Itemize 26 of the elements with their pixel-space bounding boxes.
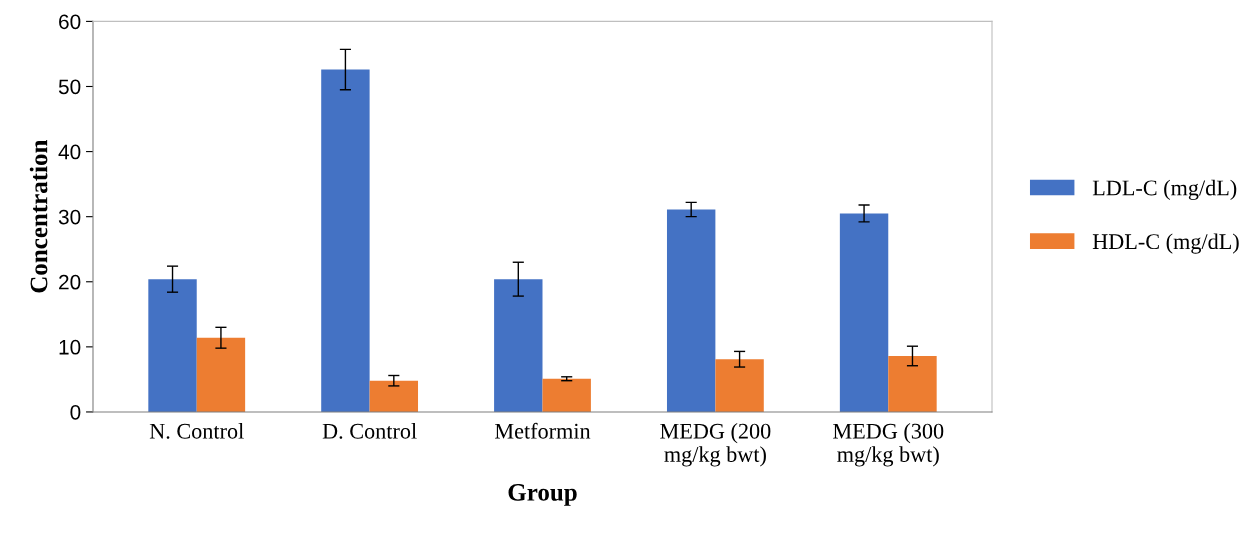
x-tick-label: MEDG (200 mg/kg bwt) — [660, 423, 771, 467]
x-tick-label: D. Control — [322, 423, 417, 439]
bar — [839, 213, 889, 412]
x-tick-label: N. Control — [149, 423, 244, 439]
y-axis-title: Concentration — [29, 139, 48, 293]
bar — [542, 378, 591, 412]
bar — [666, 209, 716, 412]
bar — [148, 279, 197, 412]
bar — [369, 380, 419, 412]
x-tick-label: Metformin — [495, 422, 591, 439]
x-tick-label: MEDG (300 mg/kg bwt) — [833, 423, 944, 467]
bar — [888, 355, 937, 412]
x-axis-title: Group — [508, 483, 577, 506]
y-tick-label: 0 — [70, 404, 81, 420]
legend-label: LDL-C (mg/dL) — [1092, 179, 1237, 201]
bar — [715, 359, 764, 412]
y-tick-label: 20 — [59, 274, 81, 290]
y-tick-label: 50 — [58, 79, 81, 95]
bar — [494, 279, 543, 412]
legend-label: HDL-C (mg/dL) — [1092, 233, 1239, 254]
bar — [321, 69, 370, 412]
y-tick-label: 60 — [59, 14, 81, 30]
y-tick-label: 40 — [58, 144, 81, 160]
bar — [196, 337, 246, 412]
y-tick-label: 30 — [58, 209, 81, 225]
y-tick-label: 10 — [59, 339, 81, 355]
